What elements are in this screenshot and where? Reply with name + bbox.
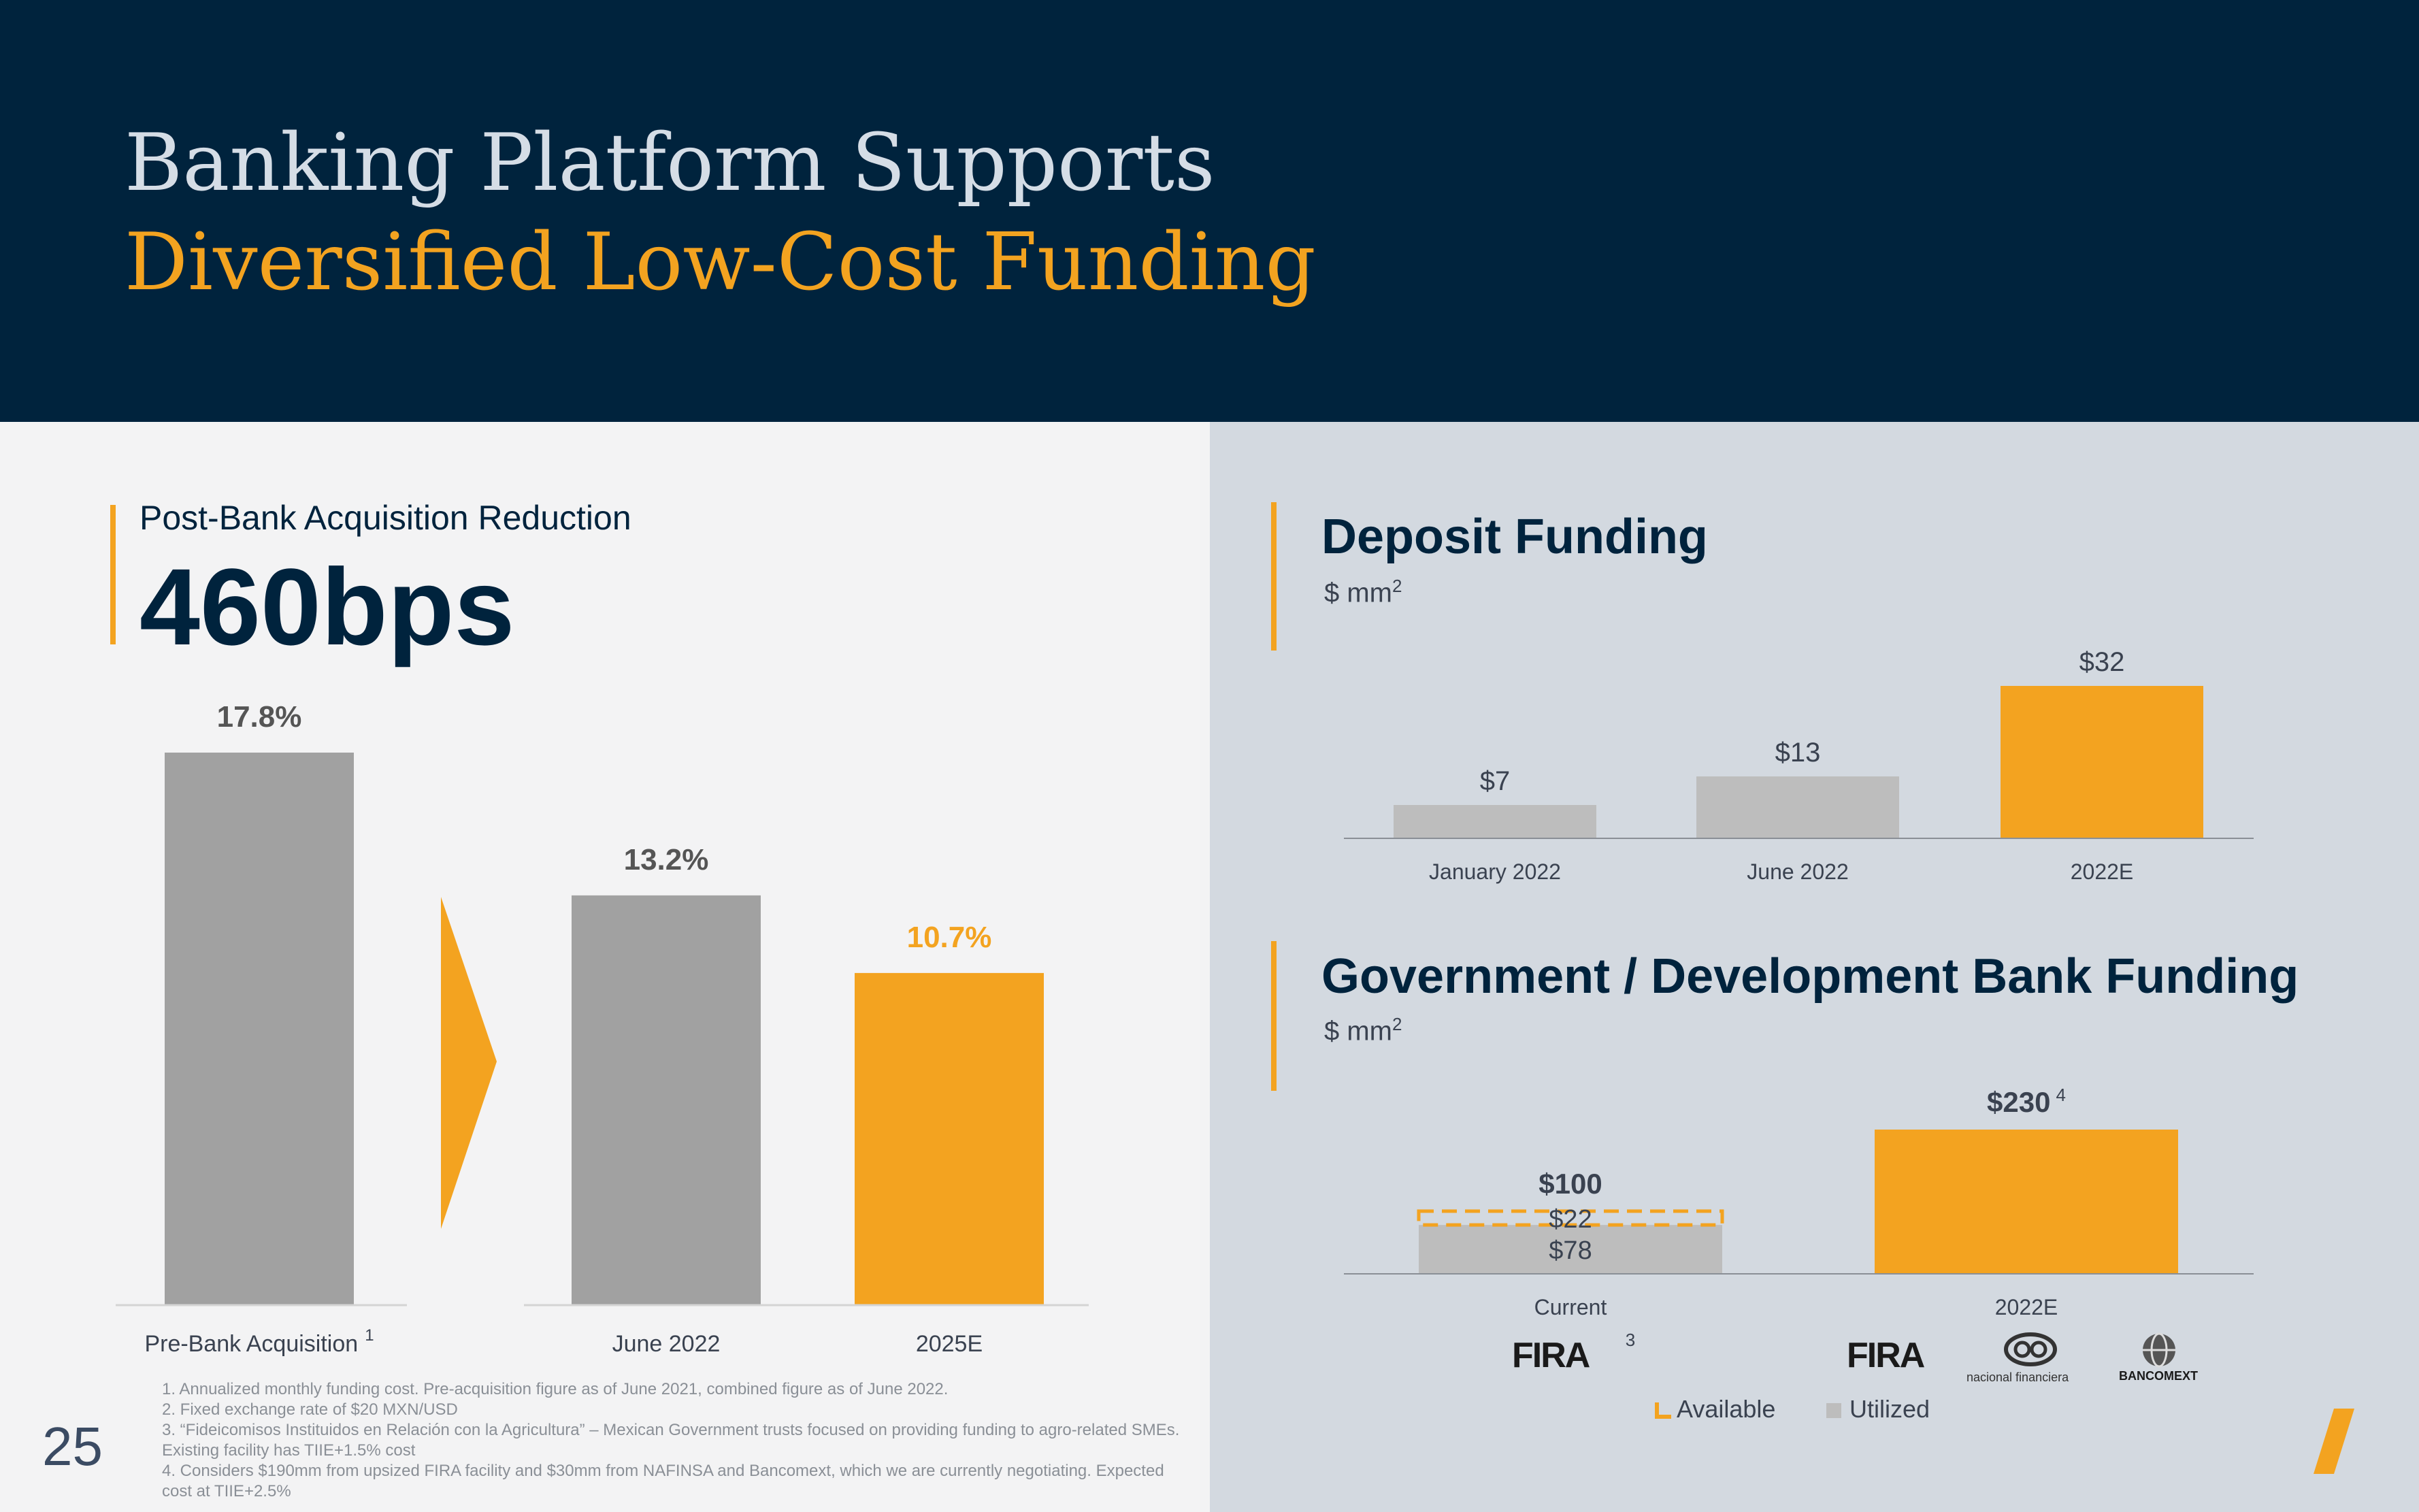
footnote-3: 3. “Fideicomisos Instituidos en Relación… (162, 1421, 1180, 1460)
gov-available-bar-0 (1417, 1209, 1724, 1227)
deposit-accent-bar (1271, 502, 1277, 651)
available-swatch-icon (1655, 1402, 1671, 1419)
fira-logo-current: FIRA (1512, 1336, 1590, 1375)
footnotes: 1. Annualized monthly funding cost. Pre-… (162, 1379, 1183, 1502)
deposit-value-label-0: $7 (1480, 766, 1511, 796)
kpi-value: 460bps (139, 546, 515, 668)
bancomext-globe-icon (2143, 1332, 2175, 1368)
gov-utilized-label-0: $78 (1549, 1236, 1592, 1265)
slide-title-line1: Banking Platform Supports (125, 117, 1215, 209)
right-panel (1210, 422, 2419, 1512)
deposit-bar-0 (1394, 805, 1596, 838)
deposit-category-label-2: 2022E (2071, 859, 2134, 884)
deposit-category-label-1: June 2022 (1747, 859, 1848, 884)
gov-available-label-0: $22 (1549, 1205, 1592, 1234)
footnote-4: 4. Considers $190mm from upsized FIRA fa… (162, 1462, 1164, 1500)
reduction-arrow (441, 897, 497, 1229)
gov-total-label-0: $100 (1538, 1168, 1602, 1200)
cost-value-label-1: 13.2% (624, 843, 709, 876)
gov-total-footnote-ref-1: 4 (2056, 1085, 2065, 1105)
bancomext-logo-text: BANCOMEXT (2119, 1369, 2198, 1383)
kpi-accent-bar (110, 505, 116, 644)
cost-category-label-0: Pre-Bank Acquisition 1 (144, 1326, 374, 1357)
deposit-unit: $ mm2 (1324, 576, 1402, 608)
deposit-bar-1 (1696, 776, 1899, 838)
cost-value-label-2: 10.7% (907, 921, 992, 954)
cost-bar-0 (165, 753, 354, 1305)
gov-utilized-bar-0 (1419, 1225, 1722, 1274)
deposit-bar-2 (2001, 686, 2203, 838)
footnote-2: 2. Fixed exchange rate of $20 MXN/USD (162, 1400, 458, 1419)
legend-utilized: Utilized (1826, 1395, 1930, 1424)
cost-footnote-ref-0: 1 (365, 1326, 374, 1345)
cost-bar-1 (572, 895, 761, 1305)
cost-category-label-1: June 2022 (612, 1331, 721, 1357)
gov-accent-bar (1271, 941, 1277, 1091)
funding-cost-chart: 17.8% Pre-Bank Acquisition 1 13.2% June 2022… (116, 700, 1089, 1357)
footnote-1: 1. Annualized monthly funding cost. Pre-… (162, 1380, 949, 1398)
gov-unit: $ mm2 (1324, 1014, 1402, 1047)
gov-utilized-bar-1 (1875, 1130, 2178, 1274)
gov-total-label-1: $230 4 (1987, 1085, 2066, 1118)
deposit-value-label-1: $13 (1775, 738, 1821, 768)
legend-available: Available (1655, 1395, 1775, 1424)
deposit-value-label-2: $32 (2079, 647, 2125, 677)
gov-title: Government / Development Bank Funding (1321, 949, 2299, 1004)
nafin-logo-icon (2004, 1332, 2057, 1366)
deposit-category-label-0: January 2022 (1429, 859, 1561, 884)
cost-bar-2 (855, 972, 1044, 1305)
utilized-swatch-icon (1826, 1403, 1841, 1419)
deposit-title: Deposit Funding (1321, 510, 1708, 564)
cost-value-label-0: 17.8% (217, 700, 302, 734)
fira-logo-2022e: FIRA (1847, 1336, 1925, 1375)
page-number: 25 (42, 1416, 103, 1477)
header-banner (0, 0, 2419, 422)
gov-category-label-1: 2022E (1995, 1295, 2058, 1319)
cost-category-label-2: 2025E (916, 1331, 983, 1357)
kpi-label: Post-Bank Acquisition Reduction (139, 499, 631, 537)
brand-slash-icon (2314, 1409, 2354, 1474)
gov-footnote-ref-0: 3 (1626, 1330, 1635, 1350)
slide-title-line2: Diversified Low-Cost Funding (125, 216, 1316, 308)
nafin-logo-text: nacional financiera (1967, 1370, 2069, 1384)
